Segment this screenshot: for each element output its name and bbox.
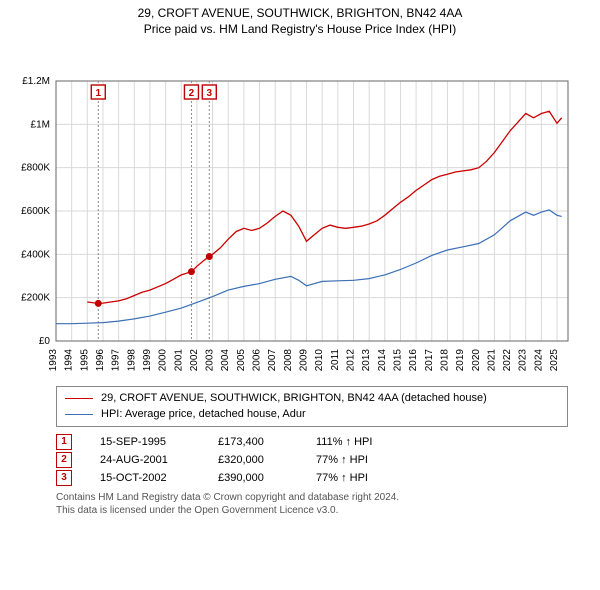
svg-text:2018: 2018	[439, 349, 450, 372]
legend-label: 29, CROFT AVENUE, SOUTHWICK, BRIGHTON, B…	[101, 391, 487, 406]
line-chart: £0 £200K £400K £600K £800K £1M £1.2M 1993 1994 19…	[0, 37, 600, 377]
svg-text:2017: 2017	[424, 349, 435, 372]
svg-text:£200K: £200K	[21, 293, 50, 304]
chart-area: £0 £200K £400K £600K £800K £1M £1.2M 1993 1994 19…	[0, 37, 600, 382]
transaction-marker: 3	[56, 470, 72, 486]
svg-text:3: 3	[207, 88, 213, 99]
svg-text:2003: 2003	[205, 349, 216, 372]
legend-swatch	[65, 414, 93, 415]
svg-text:£1M: £1M	[31, 120, 50, 131]
legend-swatch	[65, 398, 93, 399]
svg-text:2010: 2010	[314, 349, 325, 372]
transaction-date: 24-AUG-2001	[100, 454, 190, 466]
title-line-1: 29, CROFT AVENUE, SOUTHWICK, BRIGHTON, B…	[0, 6, 600, 22]
svg-text:2025: 2025	[549, 349, 560, 372]
svg-text:2001: 2001	[173, 349, 184, 372]
svg-text:2013: 2013	[361, 349, 372, 372]
svg-text:2011: 2011	[330, 349, 341, 371]
transaction-price: £390,000	[218, 472, 288, 484]
svg-text:2012: 2012	[345, 349, 356, 372]
transaction-date: 15-OCT-2002	[100, 472, 190, 484]
svg-text:2014: 2014	[377, 349, 388, 372]
svg-text:2015: 2015	[392, 349, 403, 372]
svg-text:1995: 1995	[79, 349, 90, 372]
transaction-price: £320,000	[218, 454, 288, 466]
marker-dot-1	[95, 300, 102, 307]
transaction-row: 1 15-SEP-1995 £173,400 111% ↑ HPI	[56, 433, 568, 451]
svg-text:2022: 2022	[502, 349, 513, 372]
svg-text:1994: 1994	[64, 349, 75, 372]
transaction-marker: 1	[56, 434, 72, 450]
transaction-date: 15-SEP-1995	[100, 436, 190, 448]
legend-label: HPI: Average price, detached house, Adur	[101, 407, 306, 422]
svg-text:2000: 2000	[158, 349, 169, 372]
transaction-hpi: 77% ↑ HPI	[316, 454, 406, 466]
svg-text:2020: 2020	[471, 349, 482, 372]
svg-text:£0: £0	[39, 336, 51, 347]
svg-text:2009: 2009	[299, 349, 310, 372]
chart-title: 29, CROFT AVENUE, SOUTHWICK, BRIGHTON, B…	[0, 0, 600, 37]
marker-dot-3	[206, 253, 213, 260]
attrib-line-1: Contains HM Land Registry data © Crown c…	[56, 491, 568, 504]
transaction-hpi: 111% ↑ HPI	[316, 436, 406, 448]
svg-text:2005: 2005	[236, 349, 247, 372]
svg-text:1996: 1996	[95, 349, 106, 372]
svg-text:2019: 2019	[455, 349, 466, 372]
transactions-table: 1 15-SEP-1995 £173,400 111% ↑ HPI 2 24-AUG-20…	[56, 433, 568, 487]
svg-text:2: 2	[189, 88, 195, 99]
svg-text:1998: 1998	[126, 349, 137, 372]
transaction-row: 2 24-AUG-2001 £320,000 77% ↑ HPI	[56, 451, 568, 469]
svg-text:2021: 2021	[486, 349, 497, 372]
transaction-hpi: 77% ↑ HPI	[316, 472, 406, 484]
svg-text:2008: 2008	[283, 349, 294, 372]
svg-text:2024: 2024	[533, 349, 544, 372]
svg-text:£800K: £800K	[21, 163, 50, 174]
svg-text:2004: 2004	[220, 349, 231, 372]
svg-text:2016: 2016	[408, 349, 419, 372]
title-line-2: Price paid vs. HM Land Registry's House …	[0, 22, 600, 38]
attribution: Contains HM Land Registry data © Crown c…	[56, 491, 568, 517]
svg-text:1997: 1997	[111, 349, 122, 372]
svg-text:2002: 2002	[189, 349, 200, 372]
legend-item: HPI: Average price, detached house, Adur	[65, 407, 559, 422]
svg-text:£400K: £400K	[21, 250, 50, 261]
transaction-marker: 2	[56, 452, 72, 468]
svg-text:1999: 1999	[142, 349, 153, 372]
transaction-row: 3 15-OCT-2002 £390,000 77% ↑ HPI	[56, 469, 568, 487]
svg-text:2007: 2007	[267, 349, 278, 372]
legend: 29, CROFT AVENUE, SOUTHWICK, BRIGHTON, B…	[56, 386, 568, 427]
attrib-line-2: This data is licensed under the Open Gov…	[56, 504, 568, 517]
svg-text:£600K: £600K	[21, 206, 50, 217]
svg-text:2023: 2023	[518, 349, 529, 372]
svg-text:1993: 1993	[48, 349, 59, 372]
svg-text:2006: 2006	[252, 349, 263, 372]
legend-item: 29, CROFT AVENUE, SOUTHWICK, BRIGHTON, B…	[65, 391, 559, 406]
svg-text:£1.2M: £1.2M	[22, 76, 50, 87]
svg-text:1: 1	[95, 88, 101, 99]
transaction-price: £173,400	[218, 436, 288, 448]
marker-dot-2	[188, 268, 195, 275]
